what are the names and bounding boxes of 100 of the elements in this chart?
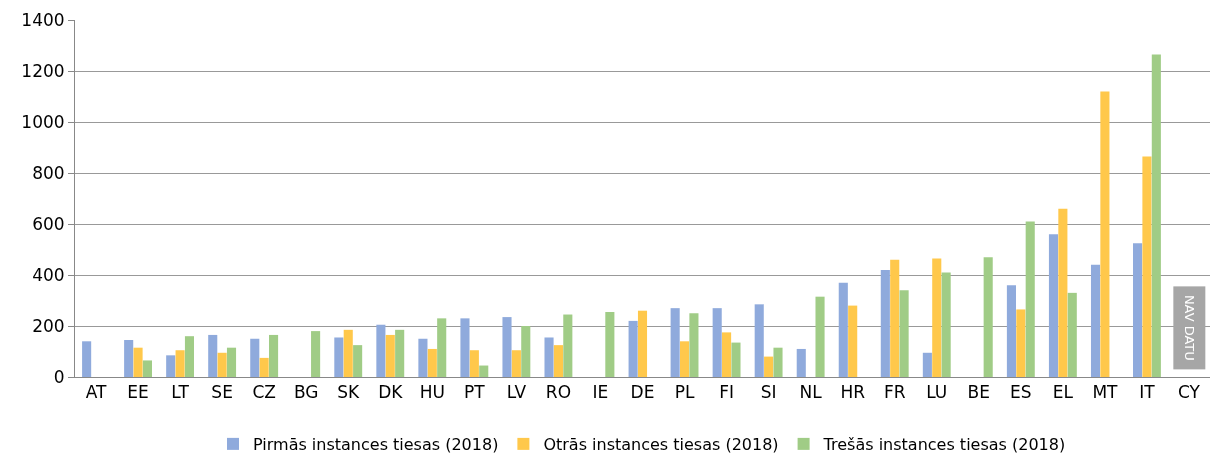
y-tick-label: 0 bbox=[53, 366, 65, 387]
x-tick-label: HU bbox=[419, 382, 445, 403]
legend-label: Pirmās instances tiesas (2018) bbox=[253, 435, 499, 455]
x-tick-label: FR bbox=[883, 382, 906, 403]
bar bbox=[226, 347, 237, 377]
bar bbox=[773, 347, 783, 377]
x-tick-label: IT bbox=[1139, 382, 1156, 403]
bar bbox=[731, 342, 741, 377]
y-tick-label: 600 bbox=[32, 213, 65, 234]
bar bbox=[1067, 292, 1077, 377]
x-tick-label: ES bbox=[1010, 382, 1032, 403]
x-tick-label: MT bbox=[1092, 382, 1119, 403]
bar bbox=[899, 290, 909, 377]
bar bbox=[208, 334, 218, 377]
bar bbox=[142, 360, 152, 377]
bar bbox=[838, 282, 848, 377]
x-tick-label: SK bbox=[337, 382, 361, 403]
bar bbox=[437, 318, 447, 377]
x-tick-label: BG bbox=[293, 382, 319, 403]
bar bbox=[269, 334, 279, 377]
x-tick-label: LV bbox=[506, 382, 527, 403]
bar bbox=[311, 331, 321, 377]
x-tick-label: LU bbox=[926, 382, 948, 403]
bar bbox=[385, 334, 395, 377]
x-tick-label: CZ bbox=[252, 382, 276, 403]
bar bbox=[175, 350, 185, 377]
bar bbox=[133, 347, 143, 377]
bar bbox=[343, 329, 353, 377]
y-tick-label: 1200 bbox=[21, 60, 65, 81]
bar bbox=[521, 326, 531, 377]
bar bbox=[796, 348, 806, 377]
bar bbox=[1090, 264, 1101, 377]
bar bbox=[82, 341, 92, 377]
bar bbox=[1058, 208, 1068, 377]
bar bbox=[166, 355, 176, 377]
bar bbox=[932, 258, 942, 377]
y-tick-label: 200 bbox=[32, 315, 65, 336]
bar bbox=[670, 308, 680, 377]
bar bbox=[764, 356, 774, 377]
bar bbox=[628, 320, 638, 377]
bar bbox=[217, 352, 227, 377]
bar bbox=[689, 313, 699, 377]
bar bbox=[250, 338, 260, 377]
y-tick-label: 400 bbox=[32, 264, 65, 285]
x-tick-label: DE bbox=[630, 382, 655, 403]
bar bbox=[1006, 285, 1016, 377]
x-tick-label: FI bbox=[719, 382, 734, 403]
bar bbox=[922, 352, 932, 377]
x-tick-label: PT bbox=[464, 382, 486, 403]
bar bbox=[469, 350, 479, 377]
bar bbox=[941, 272, 951, 377]
bar bbox=[1025, 221, 1035, 377]
bar bbox=[1048, 234, 1059, 377]
bar bbox=[1016, 309, 1026, 377]
x-tick-label: DK bbox=[378, 382, 404, 403]
x-tick-label: EE bbox=[127, 382, 149, 403]
bar bbox=[427, 348, 437, 377]
bar bbox=[637, 310, 648, 377]
bar bbox=[124, 340, 134, 377]
bar bbox=[479, 365, 489, 377]
x-tick-label: IE bbox=[592, 382, 609, 403]
x-tick-label: CY bbox=[1178, 382, 1201, 403]
bar bbox=[983, 257, 993, 377]
x-tick-label: NL bbox=[799, 382, 823, 403]
bar bbox=[1142, 156, 1152, 377]
bar bbox=[754, 304, 764, 377]
bar bbox=[712, 308, 722, 377]
bar bbox=[353, 345, 363, 377]
y-tick-label: 800 bbox=[32, 162, 65, 183]
legend-label: Otrās instances tiesas (2018) bbox=[543, 435, 779, 455]
legend-label: Trešās instances tiesas (2018) bbox=[822, 435, 1066, 455]
bar bbox=[259, 357, 269, 377]
bar bbox=[563, 314, 573, 377]
bar bbox=[1151, 54, 1161, 377]
x-tick-label: HR bbox=[840, 382, 866, 403]
bar bbox=[890, 259, 900, 377]
x-tick-label: LT bbox=[171, 382, 190, 403]
bar bbox=[334, 337, 344, 377]
bar bbox=[544, 337, 554, 377]
bar bbox=[511, 350, 521, 377]
x-tick-label: EL bbox=[1052, 382, 1074, 403]
x-tick-label: PL bbox=[674, 382, 695, 403]
bar bbox=[605, 311, 615, 377]
bar bbox=[395, 329, 405, 377]
x-tick-label: AT bbox=[85, 382, 107, 403]
bar bbox=[502, 317, 512, 377]
bar bbox=[1100, 91, 1110, 377]
bar bbox=[418, 338, 428, 377]
x-tick-label: SI bbox=[760, 382, 777, 403]
bar bbox=[679, 341, 690, 377]
x-tick-label: BE bbox=[967, 382, 990, 403]
x-tick-label: SE bbox=[211, 382, 233, 403]
bar bbox=[376, 324, 386, 377]
bar bbox=[848, 305, 858, 377]
bar bbox=[880, 269, 890, 377]
y-tick-label: 1000 bbox=[21, 111, 65, 132]
bar bbox=[553, 345, 563, 377]
annotation: NAV DATU bbox=[1181, 294, 1197, 361]
x-tick-label: RO bbox=[545, 382, 572, 403]
bar bbox=[722, 332, 732, 377]
